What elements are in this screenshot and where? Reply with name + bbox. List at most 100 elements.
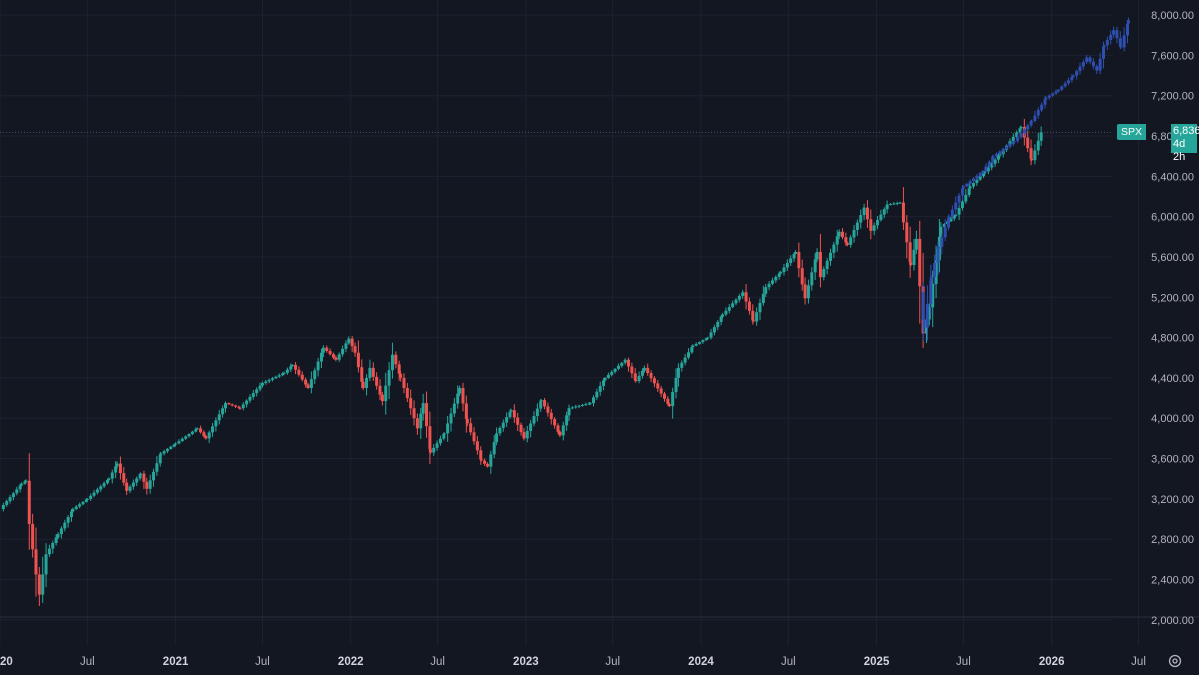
forecast-bar	[1036, 107, 1040, 119]
candle	[387, 362, 391, 400]
price-tick-label: 4,000.00	[1151, 413, 1194, 425]
candle-body	[368, 367, 372, 378]
candle	[71, 507, 75, 513]
candle-body	[331, 354, 335, 358]
candle	[862, 203, 866, 221]
candle	[368, 359, 372, 382]
candle-body	[397, 364, 401, 374]
candle	[872, 222, 876, 236]
candle-body	[580, 404, 584, 406]
candle	[553, 416, 557, 429]
candle	[1039, 126, 1043, 146]
candle-body	[642, 367, 646, 371]
candle-body	[409, 398, 413, 409]
candle-body	[47, 548, 51, 555]
candle-body	[281, 373, 285, 376]
candle-body	[929, 277, 933, 281]
candle-body	[905, 222, 909, 243]
candle-body	[501, 422, 505, 428]
candle-body	[115, 463, 119, 467]
price-tick-label: 4,400.00	[1151, 373, 1194, 385]
candle	[99, 484, 103, 492]
time-axis[interactable]: 2020 Jul 2021 Jul 2022 Jul 2023 Jul 2024 Jul 2025 J…	[0, 656, 1146, 668]
candle-body	[230, 404, 234, 406]
candle-body	[148, 480, 152, 489]
candle-body	[737, 295, 741, 300]
candle-body	[724, 310, 728, 315]
candle-body	[84, 499, 88, 502]
candle	[378, 379, 382, 401]
candle-body	[325, 347, 329, 351]
time-tick-label: Jul	[430, 656, 445, 668]
candle-body	[131, 482, 135, 487]
candle	[95, 487, 99, 495]
candle-body	[1126, 23, 1130, 36]
candle	[217, 409, 221, 425]
candle-body	[162, 451, 166, 454]
candle-body	[1091, 61, 1095, 67]
forecast-bar	[987, 160, 991, 169]
candle-body	[777, 273, 781, 277]
candle-body	[1040, 104, 1044, 111]
candle	[92, 489, 96, 498]
candle-body	[412, 408, 416, 419]
candle	[139, 472, 143, 476]
symbol-tag: SPX	[1117, 124, 1147, 141]
candle	[199, 425, 203, 434]
candle-body	[686, 352, 690, 358]
candle-body	[921, 292, 925, 320]
candle-body	[975, 175, 979, 179]
candle	[1026, 130, 1030, 153]
candle-body	[803, 284, 807, 299]
candle-body	[683, 357, 687, 363]
price-axis[interactable]: 2,000.00 2,400.00 2,800.00 3,200.00 3,600.00…	[1151, 10, 1194, 627]
candle	[227, 402, 231, 405]
candle	[159, 452, 163, 457]
candle-body	[841, 231, 845, 238]
gear-icon[interactable]	[1167, 653, 1183, 669]
time-tick-label: 2025	[864, 656, 890, 668]
forecast-bar	[1066, 77, 1070, 86]
candle-body	[968, 186, 972, 189]
candle-body	[221, 408, 225, 415]
candle-body	[199, 428, 203, 433]
candle	[421, 393, 425, 421]
forecast-bar	[929, 264, 933, 315]
candle-body	[721, 314, 725, 317]
candle	[145, 477, 149, 495]
candle	[918, 220, 922, 324]
candle-body	[227, 403, 231, 405]
forecast-bar	[1126, 17, 1130, 26]
candle	[85, 498, 89, 501]
candle-body	[918, 238, 922, 287]
candle-body	[782, 267, 786, 273]
candle-body	[1105, 40, 1109, 46]
candle-body	[1078, 66, 1082, 72]
forecast-bar	[1051, 92, 1055, 98]
candle	[285, 367, 289, 375]
candle-body	[957, 208, 961, 215]
candle	[412, 400, 416, 426]
candle-body	[998, 151, 1002, 154]
candle-body	[238, 407, 242, 409]
candle-body	[271, 378, 275, 380]
candle-body	[405, 388, 409, 399]
forecast-bar	[991, 155, 995, 158]
candle-body	[1126, 20, 1130, 24]
forecast-bar	[971, 177, 975, 183]
candle	[384, 372, 388, 415]
candle	[449, 407, 453, 432]
candle-body	[54, 537, 58, 544]
candle-body	[806, 285, 810, 299]
candle-body	[277, 375, 281, 377]
candle-body	[155, 463, 159, 472]
candle-body	[138, 474, 142, 479]
candle	[56, 532, 60, 539]
candle-body	[666, 398, 670, 404]
candle	[245, 399, 249, 408]
candle	[353, 342, 357, 357]
candle-body	[63, 522, 67, 529]
candle-body	[965, 183, 969, 187]
